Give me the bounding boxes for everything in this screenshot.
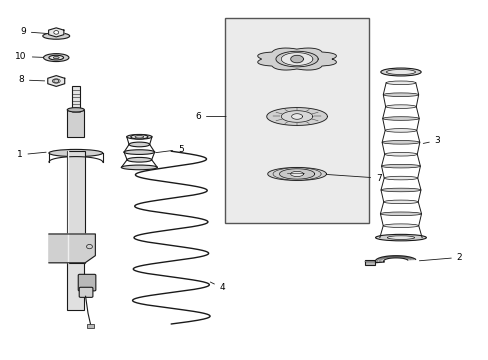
Ellipse shape — [380, 68, 420, 76]
Polygon shape — [267, 167, 326, 180]
Bar — [86, 324, 94, 328]
Ellipse shape — [384, 152, 416, 156]
Ellipse shape — [380, 212, 421, 216]
Polygon shape — [279, 169, 314, 179]
Ellipse shape — [382, 117, 418, 120]
Ellipse shape — [127, 157, 151, 162]
Text: 6: 6 — [195, 112, 225, 121]
Polygon shape — [291, 114, 302, 119]
FancyBboxPatch shape — [79, 287, 93, 297]
Ellipse shape — [381, 140, 419, 144]
Text: 10: 10 — [15, 52, 46, 61]
Ellipse shape — [383, 224, 418, 228]
Text: 1: 1 — [17, 150, 46, 159]
Ellipse shape — [49, 55, 63, 60]
Polygon shape — [290, 55, 303, 63]
Ellipse shape — [375, 234, 426, 241]
Ellipse shape — [53, 57, 59, 59]
Bar — [364, 261, 374, 262]
Text: 8: 8 — [18, 76, 44, 85]
Ellipse shape — [384, 176, 417, 180]
Polygon shape — [290, 171, 303, 176]
Ellipse shape — [135, 136, 143, 138]
Bar — [364, 260, 374, 265]
Ellipse shape — [383, 200, 417, 204]
Ellipse shape — [380, 188, 420, 192]
Polygon shape — [48, 76, 64, 86]
Text: 7: 7 — [321, 174, 381, 183]
Ellipse shape — [49, 149, 102, 157]
Ellipse shape — [52, 79, 60, 83]
Ellipse shape — [121, 165, 157, 170]
Polygon shape — [48, 28, 64, 37]
Ellipse shape — [67, 108, 84, 112]
Polygon shape — [281, 111, 312, 122]
Ellipse shape — [386, 69, 415, 75]
Text: 4: 4 — [210, 282, 225, 292]
Bar — [67, 263, 84, 310]
Polygon shape — [375, 256, 415, 263]
Ellipse shape — [386, 81, 415, 85]
Ellipse shape — [130, 135, 148, 139]
Ellipse shape — [379, 236, 421, 239]
Ellipse shape — [126, 134, 152, 139]
Polygon shape — [257, 48, 336, 70]
Bar — [67, 110, 84, 137]
Ellipse shape — [383, 93, 418, 96]
Ellipse shape — [124, 150, 154, 154]
Polygon shape — [275, 51, 318, 67]
Text: 2: 2 — [419, 253, 462, 262]
Text: 3: 3 — [423, 136, 440, 145]
Text: 5: 5 — [156, 145, 183, 154]
Bar — [224, 18, 368, 223]
Bar — [72, 86, 80, 112]
Circle shape — [54, 79, 59, 83]
Ellipse shape — [43, 54, 69, 62]
Ellipse shape — [386, 236, 414, 239]
Ellipse shape — [385, 129, 416, 132]
Ellipse shape — [43, 33, 70, 39]
Polygon shape — [266, 108, 327, 125]
Circle shape — [54, 31, 59, 34]
Ellipse shape — [381, 165, 420, 168]
Polygon shape — [49, 234, 95, 263]
Ellipse shape — [385, 105, 415, 108]
FancyBboxPatch shape — [78, 274, 96, 291]
Ellipse shape — [129, 142, 149, 147]
Text: 9: 9 — [20, 27, 53, 36]
Polygon shape — [281, 53, 312, 66]
Bar — [66, 151, 85, 263]
